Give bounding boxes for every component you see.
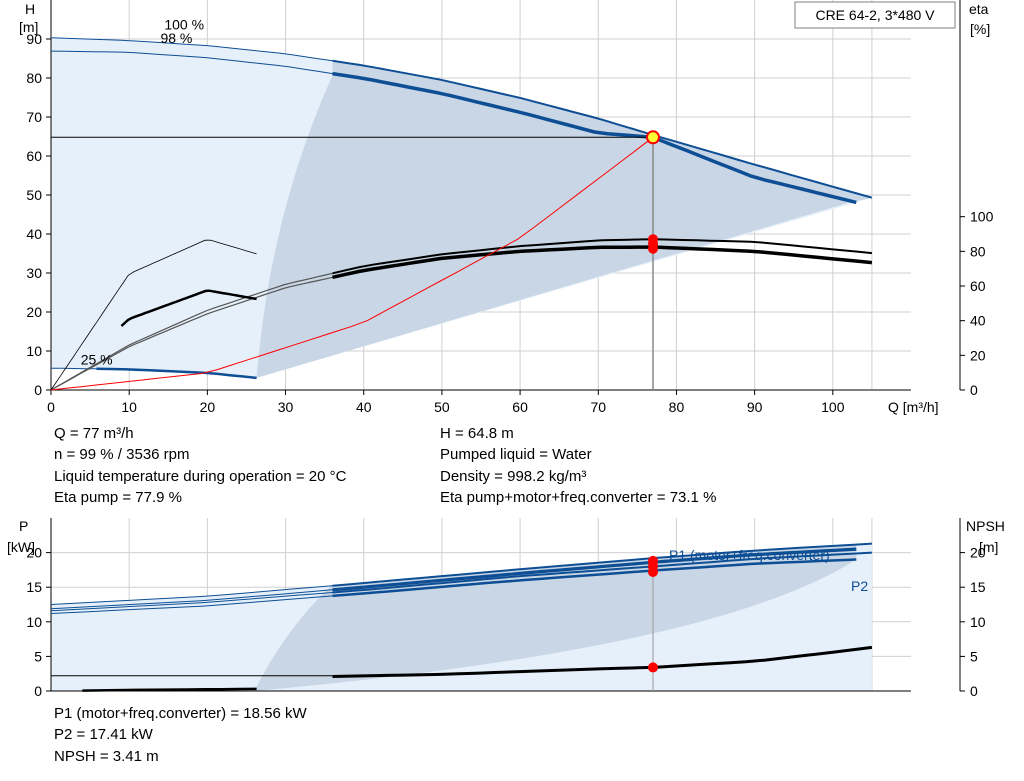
p2-value: P2 = 17.41 kW bbox=[54, 726, 153, 744]
npsh-axis-title: NPSH bbox=[966, 518, 1005, 534]
power-info: P1 (motor+freq.converter) = 18.56 kW P2 … bbox=[54, 703, 307, 767]
eta-curve-100-thin bbox=[50, 272, 333, 391]
lower-region bbox=[254, 544, 857, 691]
p2-curve-100 bbox=[332, 551, 872, 594]
eta-tick-label-60: 60 bbox=[970, 278, 986, 294]
p-tick-label-20: 20 bbox=[26, 545, 42, 561]
npsh-value: NPSH = 3.41 m bbox=[54, 747, 159, 765]
q-axis-title: Q [m³/h] bbox=[888, 399, 939, 415]
npsh-duty-marker bbox=[648, 662, 658, 673]
eta-duty-marker-2 bbox=[648, 243, 658, 254]
curve-label-0: 100 % bbox=[164, 16, 204, 32]
power-duty-marker-2 bbox=[648, 566, 658, 577]
head-efficiency-plot: 0 10 20 30 40 50 60 70 80 90 0 10 20 30 40 50 60 70 80 90 10… bbox=[19, 0, 994, 415]
p-tick-label-0: 0 bbox=[34, 683, 42, 699]
power-npsh-plot: 0 5 10 15 20 0 5 10 15 20 P [kW] NPSH [m] P1 (motor+fr… bbox=[7, 518, 1005, 699]
npsh-curve bbox=[332, 645, 873, 678]
duty-info-right: H = 64.8 m Pumped liquid = Water Density… bbox=[440, 423, 716, 508]
eta-axis-title: eta bbox=[969, 1, 989, 17]
head-curve-98 bbox=[332, 71, 857, 205]
system-curve bbox=[50, 136, 654, 391]
pumped-liquid-value: Pumped liquid = Water bbox=[440, 446, 592, 464]
eta-curve-98 bbox=[332, 245, 873, 280]
h-tick-label-30: 30 bbox=[26, 265, 42, 281]
p2-curve-98-thin bbox=[50, 595, 333, 614]
p-axis-title: P bbox=[19, 518, 28, 534]
eta-pump-value: Eta pump = 77.9 % bbox=[54, 488, 182, 506]
h-tick-label-10: 10 bbox=[26, 343, 42, 359]
h-axis-unit: [m] bbox=[19, 19, 38, 35]
eta-total-value: Eta pump+motor+freq.converter = 73.1 % bbox=[440, 488, 717, 506]
npsh-axis-unit: [m] bbox=[979, 539, 998, 555]
eta-tick-label-40: 40 bbox=[970, 313, 986, 329]
liquid-temperature-value: Liquid temperature during operation = 20… bbox=[54, 467, 347, 485]
q-tick-label-60: 60 bbox=[512, 399, 528, 415]
q-tick-label-20: 20 bbox=[200, 399, 216, 415]
p1-series-label: P1 (motor+freq.converter) bbox=[669, 547, 830, 563]
h-tick-label-20: 20 bbox=[26, 304, 42, 320]
q-tick-label-40: 40 bbox=[356, 399, 372, 415]
eta-curve-25 bbox=[120, 289, 257, 327]
q-tick-label-0: 0 bbox=[47, 399, 55, 415]
h-tick-label-80: 80 bbox=[26, 70, 42, 86]
eta-curve-98-thin bbox=[50, 276, 333, 391]
npsh-tick-label-0: 0 bbox=[970, 683, 978, 699]
p2-curve-100-thin bbox=[50, 592, 333, 612]
curve-label-2: 25 % bbox=[81, 352, 113, 368]
flow-rate-value: Q = 77 m³/h bbox=[54, 425, 134, 442]
head-curve-98-thin bbox=[50, 50, 333, 75]
model-label-box: CRE 64-2, 3*480 V bbox=[794, 1, 956, 29]
eta-tick-label-100: 100 bbox=[970, 209, 994, 225]
npsh-tick-label-20: 20 bbox=[970, 545, 986, 561]
q-tick-label-90: 90 bbox=[747, 399, 763, 415]
p1-curve-98-thin bbox=[50, 589, 333, 610]
q-tick-label-50: 50 bbox=[434, 399, 450, 415]
p1-curve-100-thin bbox=[50, 585, 333, 605]
duty-info-left: Q = 77 m³/h n = 99 % / 3536 rpm Liquid t… bbox=[54, 423, 346, 508]
p2-curve-98 bbox=[332, 558, 857, 598]
eta-curve-100 bbox=[332, 238, 872, 275]
p1-value: P1 (motor+freq.converter) = 18.56 kW bbox=[54, 705, 307, 722]
head-curve-25 bbox=[96, 367, 257, 380]
head-curve-100-thin bbox=[50, 37, 333, 62]
model-label: CRE 64-2, 3*480 V bbox=[815, 7, 935, 23]
curve-label-1: 98 % bbox=[160, 30, 192, 46]
p-tick-label-15: 15 bbox=[26, 579, 42, 595]
eta-tick-label-0: 0 bbox=[970, 382, 978, 398]
eta-curve-25-thin bbox=[50, 239, 257, 391]
h-tick-label-40: 40 bbox=[26, 226, 42, 242]
h-tick-label-90: 90 bbox=[26, 31, 42, 47]
head-curve-100 bbox=[332, 59, 873, 199]
h-axis-title: H bbox=[25, 1, 35, 17]
p1-curve-100 bbox=[332, 542, 872, 587]
eta-tick-label-80: 80 bbox=[970, 243, 986, 259]
operating-region bbox=[256, 60, 872, 378]
npsh-tick-label-15: 15 bbox=[970, 579, 986, 595]
p-tick-label-10: 10 bbox=[26, 614, 42, 630]
head-duty-marker bbox=[646, 130, 660, 145]
h-tick-label-0: 0 bbox=[34, 382, 42, 398]
q-tick-label-100: 100 bbox=[821, 399, 845, 415]
density-value: Density = 998.2 kg/m³ bbox=[440, 467, 587, 485]
h-tick-label-70: 70 bbox=[26, 109, 42, 125]
speed-value: n = 99 % / 3536 rpm bbox=[54, 446, 190, 464]
eta-tick-label-20: 20 bbox=[970, 347, 986, 363]
npsh-tick-label-10: 10 bbox=[970, 614, 986, 630]
power-curve-25 bbox=[82, 687, 257, 692]
p2-series-label: P2 bbox=[851, 578, 868, 594]
npsh-tick-label-5: 5 bbox=[970, 648, 978, 664]
q-tick-label-80: 80 bbox=[669, 399, 685, 415]
q-tick-label-30: 30 bbox=[278, 399, 294, 415]
head-value: H = 64.8 m bbox=[440, 425, 514, 442]
q-tick-label-10: 10 bbox=[121, 399, 137, 415]
q-tick-label-70: 70 bbox=[590, 399, 606, 415]
p1-curve-98 bbox=[332, 547, 857, 592]
eta-axis-unit: [%] bbox=[970, 21, 990, 37]
p-axis-unit: [kW] bbox=[7, 539, 35, 555]
h-tick-label-50: 50 bbox=[26, 187, 42, 203]
h-tick-label-60: 60 bbox=[26, 148, 42, 164]
p-tick-label-5: 5 bbox=[34, 648, 42, 664]
